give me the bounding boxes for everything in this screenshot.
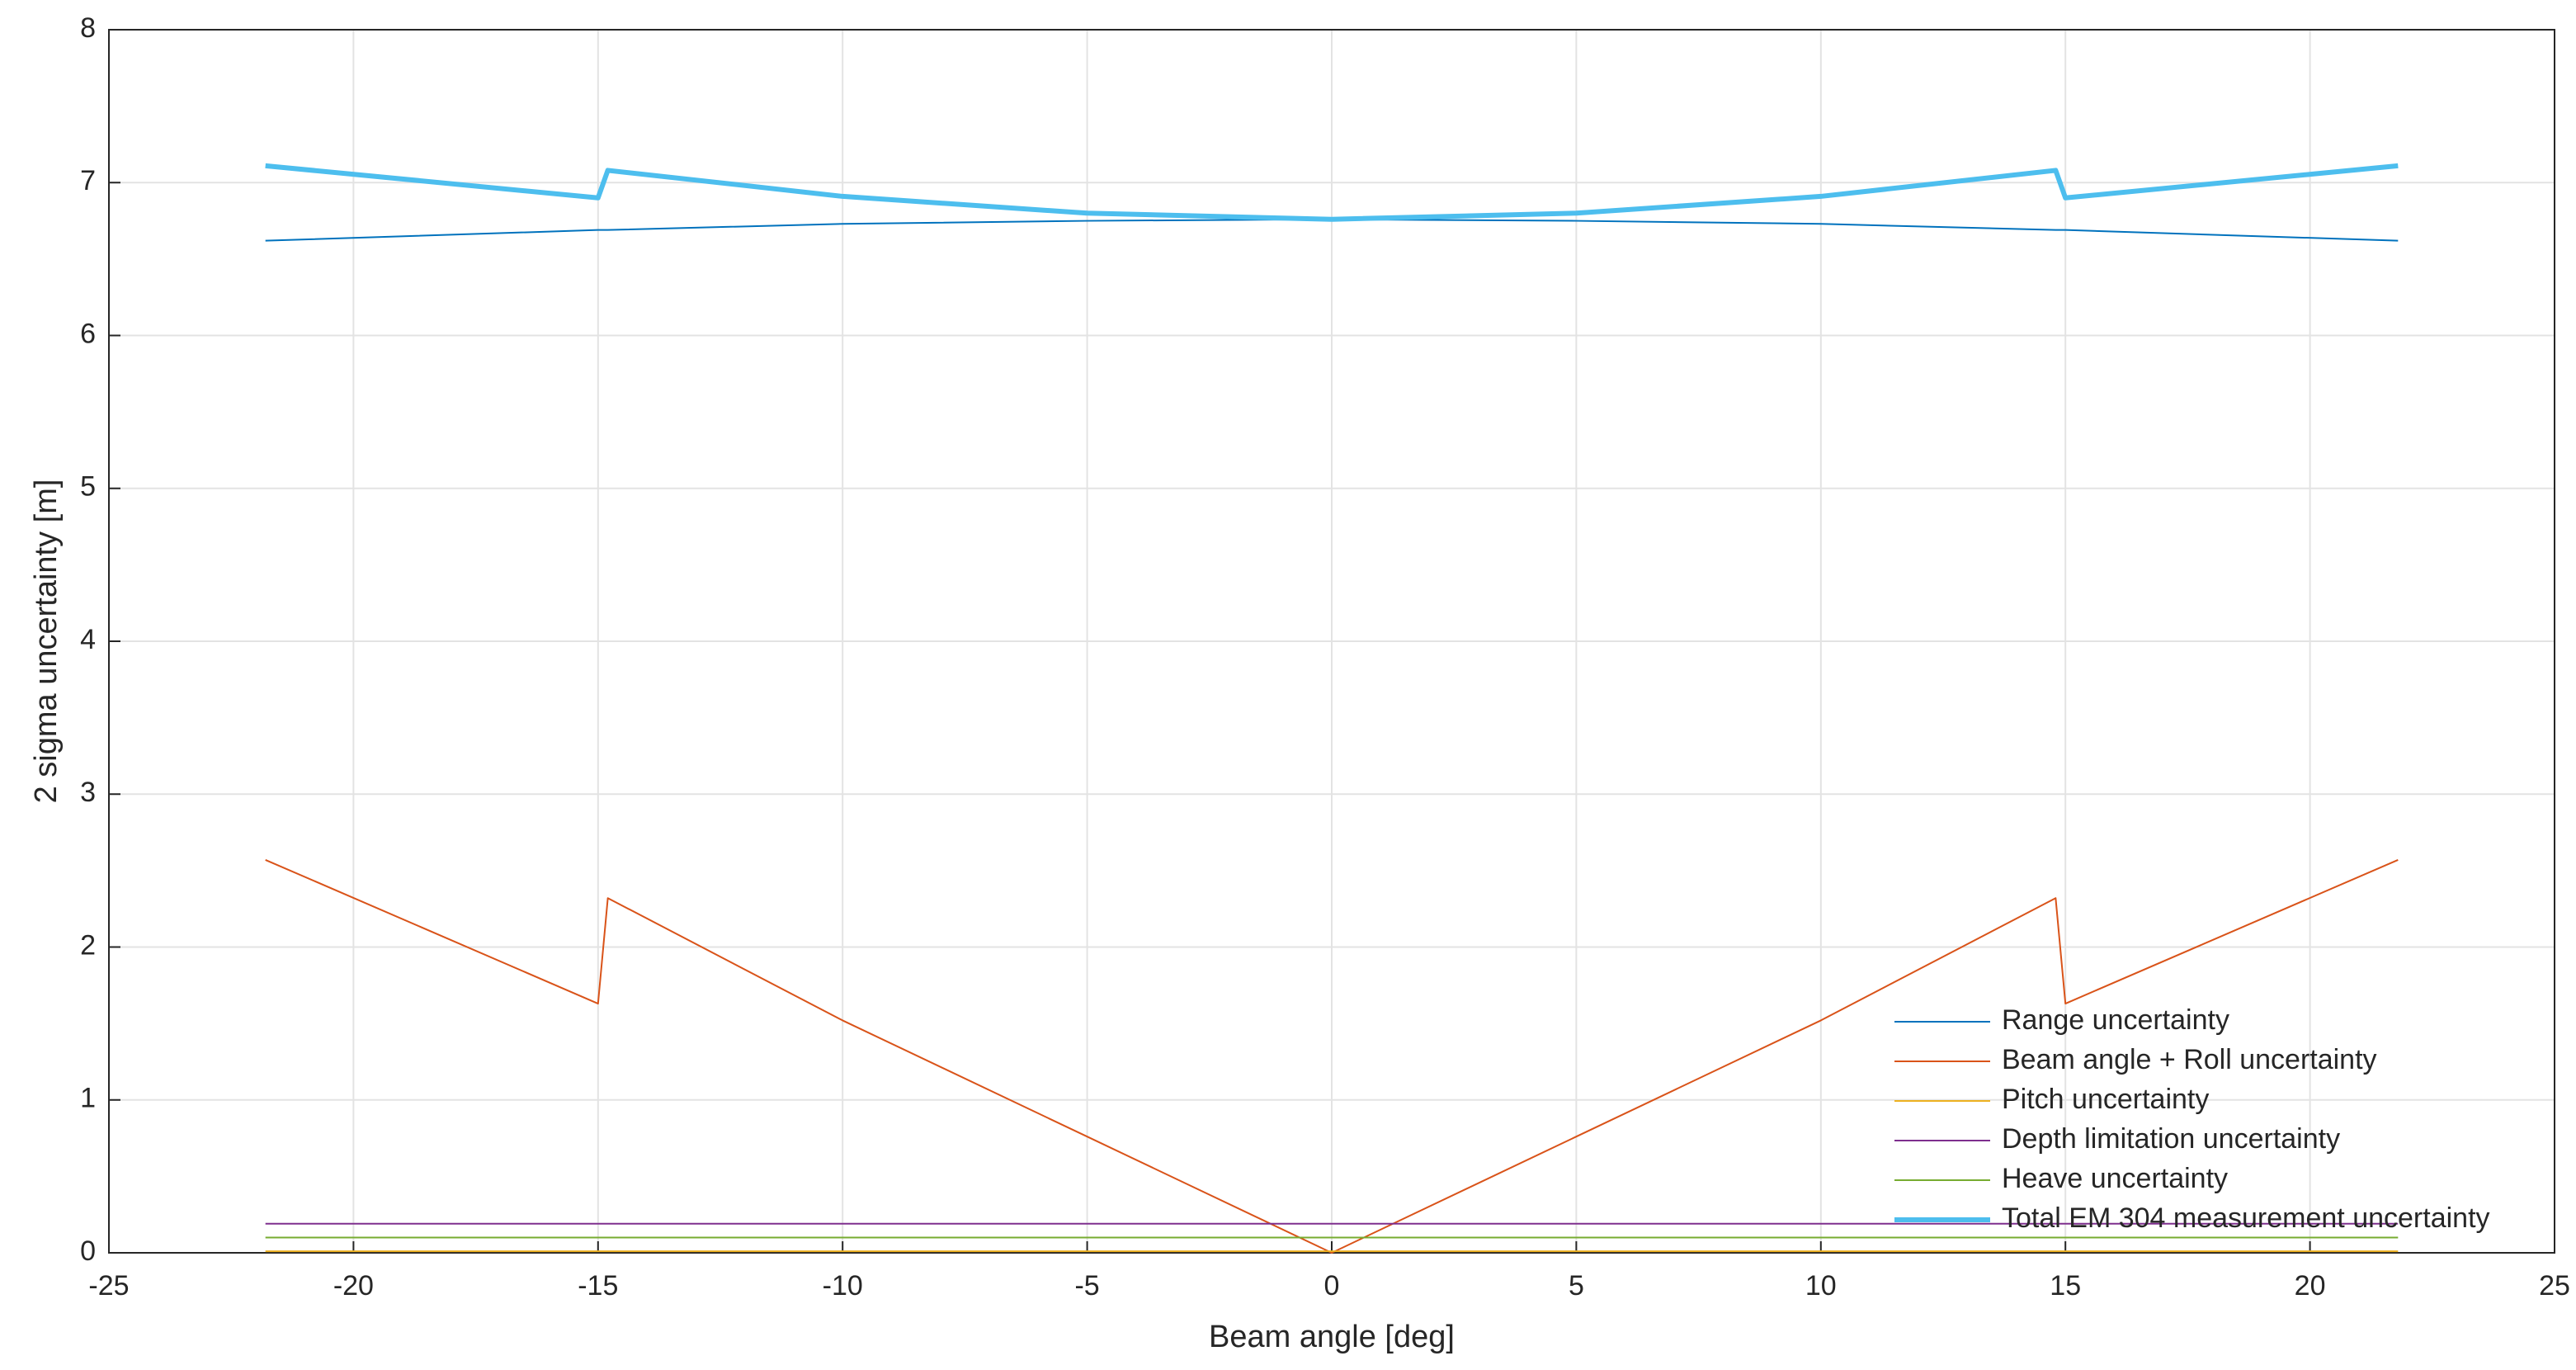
x-tick-label: 0 [1324, 1270, 1340, 1302]
x-tick-label: -25 [88, 1270, 129, 1302]
x-tick-label: -10 [823, 1270, 863, 1302]
legend-label: Heave uncertainty [2002, 1163, 2228, 1194]
y-tick-label: 6 [80, 318, 96, 349]
legend-label: Total EM 304 measurement uncertainty [2002, 1202, 2490, 1234]
legend-label: Beam angle + Roll uncertainty [2002, 1044, 2377, 1075]
y-tick-label: 5 [80, 471, 96, 503]
y-tick-label: 1 [80, 1083, 96, 1114]
x-tick-label: -15 [578, 1270, 618, 1302]
y-tick-label: 7 [80, 165, 96, 196]
y-tick-label: 8 [80, 12, 96, 44]
legend-label: Pitch uncertainty [2002, 1084, 2209, 1115]
x-tick-label: 15 [2050, 1270, 2081, 1302]
legend-label: Range uncertainty [2002, 1004, 2229, 1036]
y-tick-label: 2 [80, 929, 96, 961]
x-tick-label: 10 [1805, 1270, 1837, 1302]
x-tick-label: 5 [1569, 1270, 1584, 1302]
y-tick-label: 3 [80, 777, 96, 808]
y-axis-label: 2 sigma uncertainty [m] [29, 480, 64, 804]
series-line [265, 858, 2399, 1254]
x-tick-label: -5 [1074, 1270, 1099, 1302]
legend-label: Depth limitation uncertainty [2002, 1123, 2340, 1155]
series-line [265, 163, 2399, 222]
x-tick-label: 25 [2539, 1270, 2570, 1302]
x-tick-label: 20 [2295, 1270, 2326, 1302]
x-tick-label: -20 [333, 1270, 374, 1302]
y-tick-label: 0 [80, 1235, 96, 1267]
y-tick-label: 4 [80, 624, 96, 655]
x-axis-label: Beam angle [deg] [1209, 1320, 1455, 1354]
